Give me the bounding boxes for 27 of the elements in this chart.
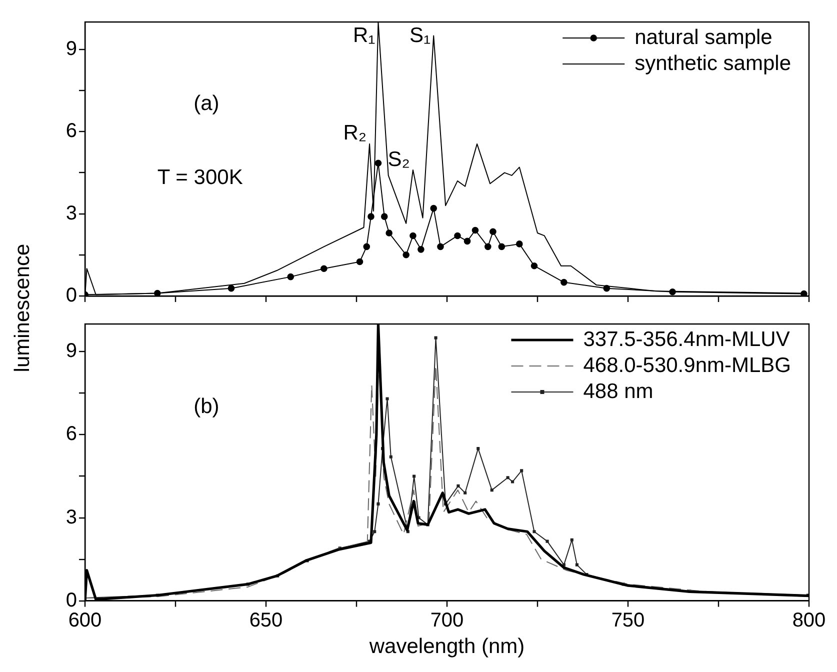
x-tick-label: 700: [430, 609, 464, 632]
x-axis-title: wavelength (nm): [368, 635, 525, 658]
x-tick-label: 600: [68, 609, 102, 632]
x-tick-label: 650: [249, 609, 283, 632]
legend-label: 468.0-530.9nm-MLBG: [583, 354, 792, 377]
y-tick-label: 3: [66, 202, 77, 224]
annotation: R₁: [352, 24, 376, 47]
legend-label: 488 nm: [583, 380, 654, 403]
x-tick-label: 800: [792, 609, 826, 632]
annotation: (a): [194, 92, 220, 115]
annotation: R₂: [343, 122, 367, 145]
legend-label: synthetic sample: [634, 52, 792, 75]
legend-label: 337.5-356.4nm-MLUV: [583, 328, 790, 351]
x-tick-label: 750: [611, 609, 645, 632]
y-tick-label: 3: [66, 506, 77, 528]
legend-label: natural sample: [634, 26, 772, 49]
annotation: S₁: [410, 24, 431, 47]
y-axis-title: luminescence: [11, 244, 35, 372]
annotation: T = 300K: [157, 166, 243, 189]
y-tick-label: 9: [66, 340, 77, 362]
y-tick-label: 9: [66, 38, 77, 60]
y-tick-label: 6: [66, 423, 77, 446]
y-tick-label: 6: [66, 120, 77, 142]
y-tick-label: 0: [66, 284, 77, 307]
annotation: S₂: [388, 148, 410, 171]
annotation: (b): [194, 394, 220, 418]
y-tick-label: 0: [66, 589, 77, 612]
